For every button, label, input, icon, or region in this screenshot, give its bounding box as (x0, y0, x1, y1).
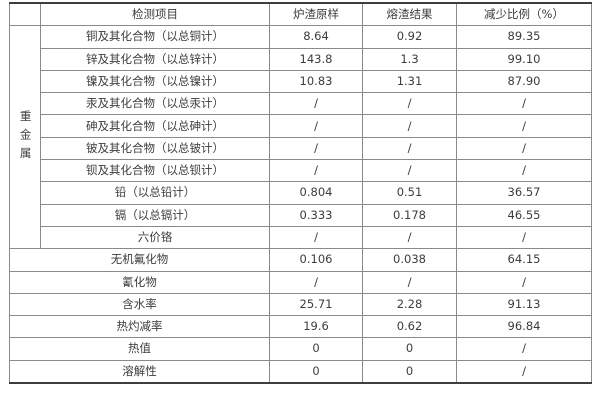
cell-raw-value: 0 (269, 359, 363, 384)
cell-raw-value: 19.6 (269, 315, 363, 339)
cell-reduction-value: / (456, 159, 592, 183)
cell-raw-value: / (269, 225, 363, 250)
cell-item: 钡及其化合物（以总钡计） (40, 159, 270, 183)
cell-item: 氰化物 (9, 270, 270, 294)
cell-raw-value: / (269, 136, 363, 161)
cell-melted-value: / (362, 114, 457, 138)
cell-melted-value: 1.3 (362, 47, 457, 71)
cell-reduction-value: / (456, 225, 592, 250)
table-row: 氰化物 / / / (9, 270, 592, 294)
cell-item: 热值 (9, 337, 270, 361)
cell-reduction-value: / (456, 136, 592, 161)
cell-raw-value: 8.64 (269, 25, 363, 49)
cell-item: 镍及其化合物（以总镍计） (40, 69, 270, 94)
cell-item: 铍及其化合物（以总铍计） (40, 136, 270, 161)
cell-item: 六价铬 (40, 225, 270, 250)
table-row: 砷及其化合物（以总砷计） / / / (10, 114, 592, 138)
table-row: 含水率 25.71 2.28 91.13 (9, 292, 592, 317)
group-label-heavy-metals: 重金属 (9, 25, 41, 250)
cell-melted-value: 2.28 (362, 292, 457, 317)
table-row: 锌及其化合物（以总锌计） 143.8 1.3 99.10 (10, 47, 592, 71)
cell-melted-value: 1.31 (362, 69, 457, 94)
cell-melted-value: / (362, 159, 457, 183)
cell-melted-value: 0.92 (362, 25, 457, 49)
cell-item: 含水率 (9, 292, 270, 317)
cell-melted-value: 0.038 (362, 248, 457, 272)
cell-reduction-value: / (456, 337, 592, 361)
header-item: 检测项目 (40, 2, 270, 27)
table-row: 钡及其化合物（以总钡计） / / / (10, 159, 592, 183)
cell-item: 铅（以总铅计） (40, 181, 270, 205)
cell-melted-value: / (362, 270, 457, 294)
table-row: 镉（以总镉计） 0.333 0.178 46.55 (10, 203, 592, 227)
table-row: 溶解性 0 0/ (9, 359, 592, 384)
cell-reduction-value: 91.13 (456, 292, 592, 317)
cell-raw-value: 0.333 (269, 203, 363, 227)
table-row: 无机氟化物 0.106 0.038 64.15 (9, 248, 592, 272)
cell-melted-value: / (362, 136, 457, 161)
table-row: 重金属 铜及其化合物（以总铜计） 8.64 0.92 89.35 (9, 25, 592, 250)
table-row: 铍及其化合物（以总铍计） / / / (10, 136, 592, 161)
cell-melted-value: 0 (362, 337, 457, 361)
cell-reduction-value: 87.90 (456, 69, 592, 94)
cell-raw-value: 25.71 (269, 292, 363, 317)
cell-item: 砷及其化合物（以总砷计） (40, 114, 270, 138)
cell-raw-value: / (269, 114, 363, 138)
header-reduction-ratio: 减少比例（%） (456, 2, 592, 27)
cell-raw-value: 143.8 (269, 47, 363, 71)
cell-reduction-value: 64.15 (456, 248, 592, 272)
header-melted-slag: 熔渣结果 (362, 2, 457, 27)
cell-item: 锌及其化合物（以总锌计） (40, 47, 270, 71)
cell-reduction-value: 46.55 (456, 203, 592, 227)
cell-item: 无机氟化物 (9, 248, 270, 272)
cell-raw-value: / (269, 159, 363, 183)
cell-item: 溶解性 (9, 359, 270, 384)
table-row: 热灼减率 19.6 0.62 96.84 (9, 315, 592, 339)
table-row: 六价铬 / / / (10, 225, 592, 250)
cell-melted-value: 0 (362, 359, 457, 384)
table-row: 汞及其化合物（以总汞计） / / / (10, 92, 592, 116)
cell-reduction-value: 99.10 (456, 47, 592, 71)
cell-item: 铜及其化合物（以总铜计） (40, 25, 270, 49)
cell-reduction-value: 96.84 (456, 315, 592, 339)
cell-melted-value: 0.51 (362, 181, 457, 205)
table-row: 热值 0 0/ (9, 337, 592, 361)
cell-melted-value: 0.178 (362, 203, 457, 227)
cell-raw-value: 0 (269, 337, 363, 361)
header-group-spacer (9, 2, 41, 27)
cell-melted-value: 0.62 (362, 315, 457, 339)
cell-raw-value: 10.83 (269, 69, 363, 94)
cell-melted-value: / (362, 92, 457, 116)
cell-item: 汞及其化合物（以总汞计） (40, 92, 270, 116)
cell-raw-value: 0.106 (269, 248, 363, 272)
cell-reduction-value: 89.35 (456, 25, 592, 49)
cell-reduction-value: / (456, 270, 592, 294)
table-row: 铅（以总铅计） 0.804 0.51 36.57 (10, 181, 592, 205)
cell-reduction-value: / (456, 359, 592, 384)
header-raw-slag: 炉渣原样 (269, 2, 363, 27)
cell-reduction-value: / (456, 114, 592, 138)
cell-item: 镉（以总镉计） (40, 203, 270, 227)
cell-reduction-value: / (456, 92, 592, 116)
cell-item: 热灼减率 (9, 315, 270, 339)
table-row: 镍及其化合物（以总镍计） 10.83 1.31 87.90 (10, 69, 592, 94)
table-header-row: 检测项目 炉渣原样 熔渣结果 减少比例（%） (9, 2, 592, 27)
detection-results-table: 检测项目 炉渣原样 熔渣结果 减少比例（%） 重金属 铜及其化合物（以总铜计） 8.64 0.… (9, 2, 592, 385)
cell-raw-value: / (269, 92, 363, 116)
cell-reduction-value: 36.57 (456, 181, 592, 205)
cell-raw-value: 0.804 (269, 181, 363, 205)
cell-melted-value: / (362, 225, 457, 250)
cell-raw-value: / (269, 270, 363, 294)
